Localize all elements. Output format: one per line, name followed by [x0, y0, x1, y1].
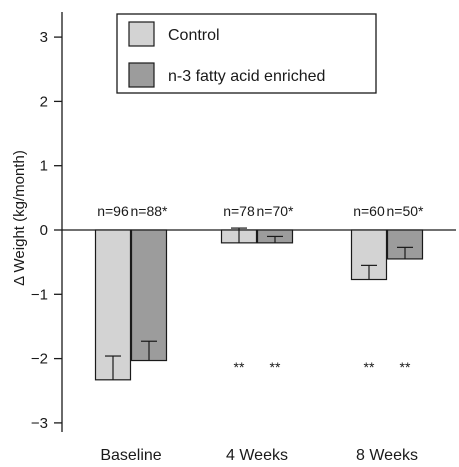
- significance-marker: **: [364, 359, 375, 375]
- legend-label-control: Control: [168, 27, 220, 44]
- sample-size-label: n=60: [353, 203, 385, 219]
- y-tick-label: 0: [40, 222, 48, 239]
- y-axis-title: Δ Weight (kg/month): [11, 150, 28, 286]
- legend: Control n-3 fatty acid enriched: [116, 13, 377, 94]
- y-tick-label: −1: [31, 286, 48, 303]
- sample-size-label: n=96: [97, 203, 129, 219]
- bar-control: [94, 229, 132, 381]
- sample-size-label: n=88*: [131, 203, 169, 219]
- category-labels: Baseline 4 Weeks 8 Weeks: [100, 447, 418, 464]
- legend-box: [116, 13, 377, 94]
- legend-swatch-n3-enriched: [128, 62, 155, 88]
- error-bars: [105, 227, 413, 380]
- sample-size-label: n=78: [223, 203, 255, 219]
- y-tick-label: 3: [40, 29, 48, 46]
- sample-size-label: n=70*: [257, 203, 295, 219]
- y-tick-label: 1: [40, 158, 48, 175]
- y-tick-label: 2: [40, 93, 48, 110]
- y-ticks: 3 2 1 0 −1 −2 −3: [31, 29, 62, 432]
- significance-marker: **: [234, 359, 245, 375]
- sample-size-labels: n=96 n=88* n=78 n=70* n=60 n=50*: [97, 203, 424, 219]
- significance-marker: **: [400, 359, 411, 375]
- y-tick-label: −2: [31, 351, 48, 368]
- significance-marker: **: [270, 359, 281, 375]
- category-label: Baseline: [100, 447, 161, 464]
- y-tick-label: −3: [31, 415, 48, 432]
- significance-labels: ** ** ** **: [234, 359, 411, 375]
- legend-label-n3-enriched: n-3 fatty acid enriched: [168, 68, 325, 85]
- sample-size-label: n=50*: [387, 203, 425, 219]
- legend-swatch-control: [128, 21, 155, 47]
- category-label: 8 Weeks: [356, 447, 418, 464]
- bars: [94, 229, 424, 381]
- category-label: 4 Weeks: [226, 447, 288, 464]
